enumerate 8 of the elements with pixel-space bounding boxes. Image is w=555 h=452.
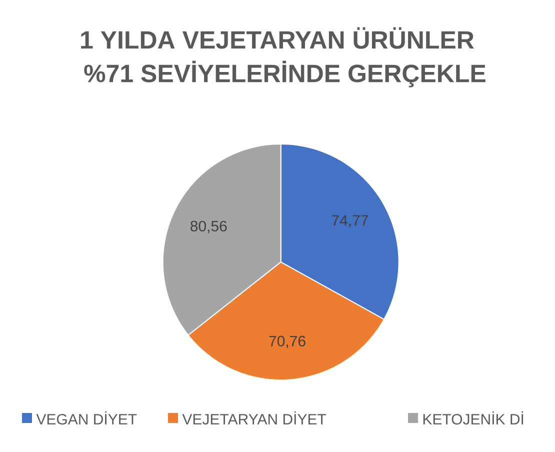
- data-label: 80,56: [190, 220, 227, 234]
- legend-label: KETOJENİK Dİ: [423, 411, 524, 425]
- data-label: 74,77: [332, 215, 368, 228]
- legend-label: VEGAN DİYET: [36, 411, 137, 425]
- chart-subtitle: %71 SEVİYELERİNDE GERÇEKLE: [84, 60, 486, 88]
- legend-label: VEJETARYAN DİYET: [182, 411, 326, 425]
- chart-title: 1 YILDA VEJETARYAN ÜRÜNLER: [81, 27, 474, 49]
- data-label: 70,76: [269, 336, 306, 348]
